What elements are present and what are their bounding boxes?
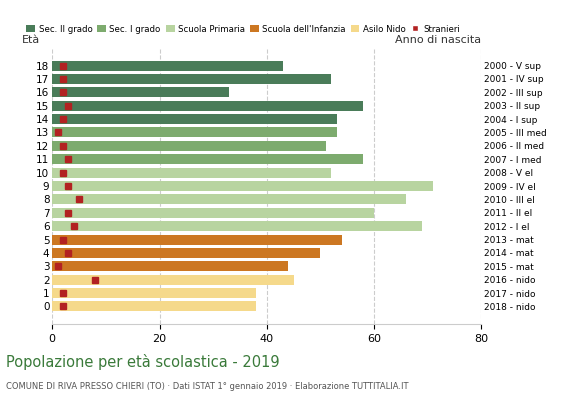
Bar bbox=[52, 74, 331, 84]
Bar bbox=[52, 288, 256, 298]
Bar bbox=[52, 101, 363, 111]
Bar bbox=[52, 234, 342, 244]
Bar bbox=[52, 168, 331, 178]
Bar bbox=[52, 275, 293, 285]
Bar bbox=[52, 154, 363, 164]
Bar bbox=[52, 248, 320, 258]
Bar bbox=[52, 261, 288, 271]
Legend: Sec. II grado, Sec. I grado, Scuola Primaria, Scuola dell'Infanzia, Asilo Nido, : Sec. II grado, Sec. I grado, Scuola Prim… bbox=[27, 25, 459, 34]
Bar bbox=[52, 128, 336, 138]
Bar bbox=[52, 208, 374, 218]
Text: Anno di nascita: Anno di nascita bbox=[396, 35, 481, 45]
Bar bbox=[52, 114, 336, 124]
Bar bbox=[52, 141, 326, 151]
Bar bbox=[52, 60, 283, 70]
Bar bbox=[52, 87, 229, 97]
Bar bbox=[52, 221, 422, 231]
Text: Età: Età bbox=[22, 35, 41, 45]
Text: COMUNE DI RIVA PRESSO CHIERI (TO) · Dati ISTAT 1° gennaio 2019 · Elaborazione TU: COMUNE DI RIVA PRESSO CHIERI (TO) · Dati… bbox=[6, 382, 408, 391]
Bar bbox=[52, 302, 256, 312]
Text: Popolazione per età scolastica - 2019: Popolazione per età scolastica - 2019 bbox=[6, 354, 280, 370]
Bar bbox=[52, 194, 406, 204]
Bar bbox=[52, 181, 433, 191]
